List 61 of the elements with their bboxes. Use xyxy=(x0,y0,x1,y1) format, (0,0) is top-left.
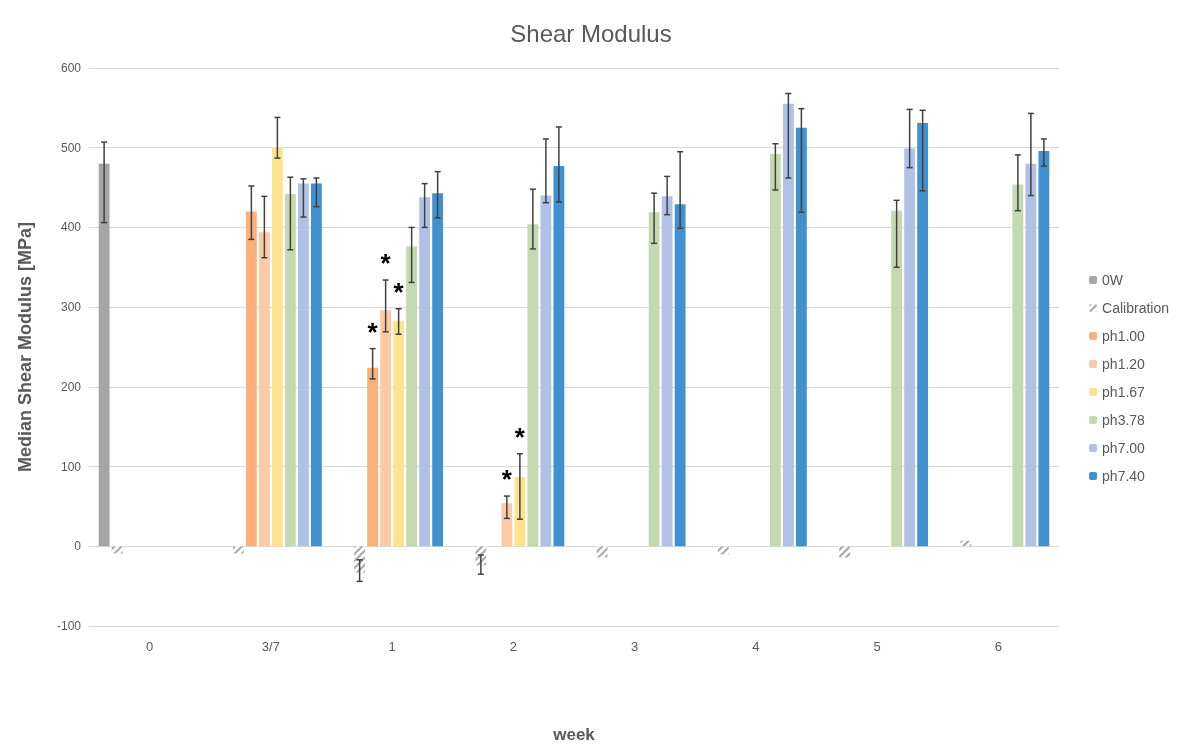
bar xyxy=(393,320,405,547)
x-tick-label: 3 xyxy=(631,639,639,654)
bar xyxy=(245,211,257,547)
annotation: * xyxy=(514,421,526,452)
x-tick-label: 3/7 xyxy=(261,639,280,654)
bar xyxy=(553,166,565,547)
bar xyxy=(367,367,379,547)
annotation: * xyxy=(501,464,513,495)
y-tick-label: 500 xyxy=(60,140,82,155)
y-tick-label: 600 xyxy=(60,61,82,75)
bar xyxy=(419,197,431,547)
bar xyxy=(1038,150,1050,547)
x-axis-title: week xyxy=(552,725,596,744)
y-tick-label: 100 xyxy=(60,459,82,474)
bar xyxy=(769,154,781,547)
annotation: * xyxy=(380,248,392,279)
bar xyxy=(380,310,392,547)
legend-label: Calibration xyxy=(1102,300,1170,316)
annotation: * xyxy=(367,316,379,347)
x-tick-label: 6 xyxy=(994,639,1002,654)
x-tick-label: 2 xyxy=(509,639,517,654)
bar xyxy=(432,193,444,547)
y-tick-label: 300 xyxy=(60,300,82,315)
bar xyxy=(98,163,110,547)
y-axis-title: Median Shear Modulus [MPa] xyxy=(15,221,35,473)
legend-label: ph7.40 xyxy=(1102,468,1146,484)
bar xyxy=(271,146,283,547)
annotation: * xyxy=(393,276,405,307)
bar xyxy=(891,210,903,547)
bar xyxy=(795,127,807,547)
bar xyxy=(297,183,309,547)
bar xyxy=(406,246,418,547)
bar xyxy=(258,232,270,547)
y-tick-label: -100 xyxy=(56,619,82,633)
legend-label: ph1.20 xyxy=(1102,356,1146,372)
bar xyxy=(501,503,513,547)
bar xyxy=(661,196,673,547)
chart-title: Shear Modulus xyxy=(510,19,672,47)
bar xyxy=(674,204,686,547)
bar xyxy=(917,123,929,547)
y-tick-label: 200 xyxy=(60,379,82,394)
bar xyxy=(782,103,794,547)
bar xyxy=(648,212,660,547)
x-tick-label: 5 xyxy=(873,639,881,654)
legend-label: ph1.00 xyxy=(1102,328,1146,344)
x-tick-label: 4 xyxy=(752,639,760,654)
bar xyxy=(527,224,539,547)
y-tick-label: 400 xyxy=(60,220,82,235)
y-tick-label: 0 xyxy=(74,539,82,554)
bar xyxy=(1025,163,1037,547)
x-tick-label: 1 xyxy=(388,639,396,654)
legend-label: ph7.00 xyxy=(1102,440,1146,456)
bar xyxy=(904,148,916,547)
bar xyxy=(1012,184,1024,547)
bar xyxy=(310,183,322,547)
legend-label: ph1.67 xyxy=(1102,384,1146,400)
bar xyxy=(284,193,296,547)
legend-label: ph3.78 xyxy=(1102,412,1146,428)
bar xyxy=(540,195,552,547)
x-tick-label: 0 xyxy=(146,639,154,654)
legend-label: 0W xyxy=(1102,272,1124,288)
